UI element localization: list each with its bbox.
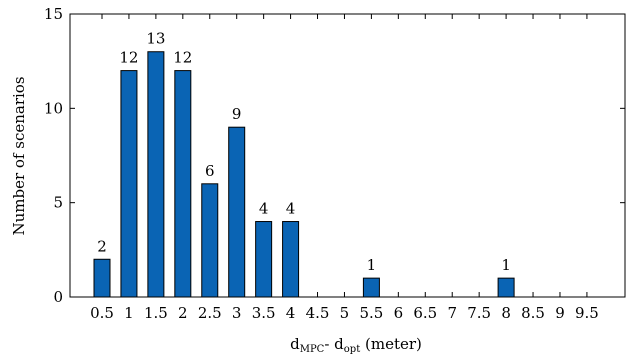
bar xyxy=(147,51,165,298)
data-label: 4 xyxy=(286,200,296,218)
y-axis-ticks: 0 5 10 15 xyxy=(44,5,625,306)
y-axis-label: Number of scenarios xyxy=(10,76,28,235)
bar xyxy=(93,258,111,298)
x-tick-label: 9 xyxy=(555,304,565,322)
data-label: 1 xyxy=(367,256,377,274)
x-tick-label: 8.5 xyxy=(521,304,545,322)
x-tick-label: 6.5 xyxy=(413,304,437,322)
x-tick-label: 2.5 xyxy=(198,304,222,322)
x-tick-label: 4.5 xyxy=(306,304,330,322)
x-tick-label: 1 xyxy=(124,304,134,322)
plot-frame xyxy=(69,13,626,298)
bar xyxy=(255,221,273,298)
data-label: 9 xyxy=(232,105,242,123)
x-tick-label: 7 xyxy=(447,304,457,322)
x-tick-label: 8 xyxy=(501,304,511,322)
x-axis-ticks: 0.5 1 1.5 2 2.5 3 3.5 4 4.5 5 5.5 6 6.5 7 7.5 8 8.5 9 9.5 xyxy=(90,14,599,322)
x-tick-label: 5.5 xyxy=(359,304,383,322)
bar xyxy=(497,277,515,298)
x-tick-label: 6 xyxy=(394,304,404,322)
y-tick-label: 10 xyxy=(44,99,63,117)
data-label: 6 xyxy=(205,162,215,180)
x-axis-label: dMPC- dopt (meter) xyxy=(290,335,422,355)
bar xyxy=(201,183,219,298)
y-tick-label: 15 xyxy=(44,5,63,23)
data-label: 2 xyxy=(97,237,107,255)
data-label: 1 xyxy=(501,256,511,274)
x-tick-label: 9.5 xyxy=(575,304,599,322)
x-tick-label: 2 xyxy=(178,304,188,322)
bars xyxy=(93,51,515,298)
bar xyxy=(174,70,192,298)
x-tick-label: 3.5 xyxy=(252,304,276,322)
x-tick-label: 4 xyxy=(286,304,296,322)
bar xyxy=(120,70,138,298)
x-tick-label: 1.5 xyxy=(144,304,168,322)
data-label: 4 xyxy=(259,200,269,218)
x-tick-label: 7.5 xyxy=(467,304,491,322)
y-tick-label: 5 xyxy=(53,194,63,212)
x-tick-label: 5 xyxy=(340,304,350,322)
x-tick-label: 3 xyxy=(232,304,242,322)
bar xyxy=(362,277,380,298)
bar xyxy=(228,126,246,298)
data-label: 13 xyxy=(146,30,165,48)
data-labels: 2 12 13 12 6 9 4 4 1 1 xyxy=(97,30,511,274)
y-tick-label: 0 xyxy=(53,288,63,306)
bar xyxy=(282,221,300,298)
data-label: 12 xyxy=(119,49,138,67)
data-label: 12 xyxy=(173,49,192,67)
x-tick-label: 0.5 xyxy=(90,304,114,322)
